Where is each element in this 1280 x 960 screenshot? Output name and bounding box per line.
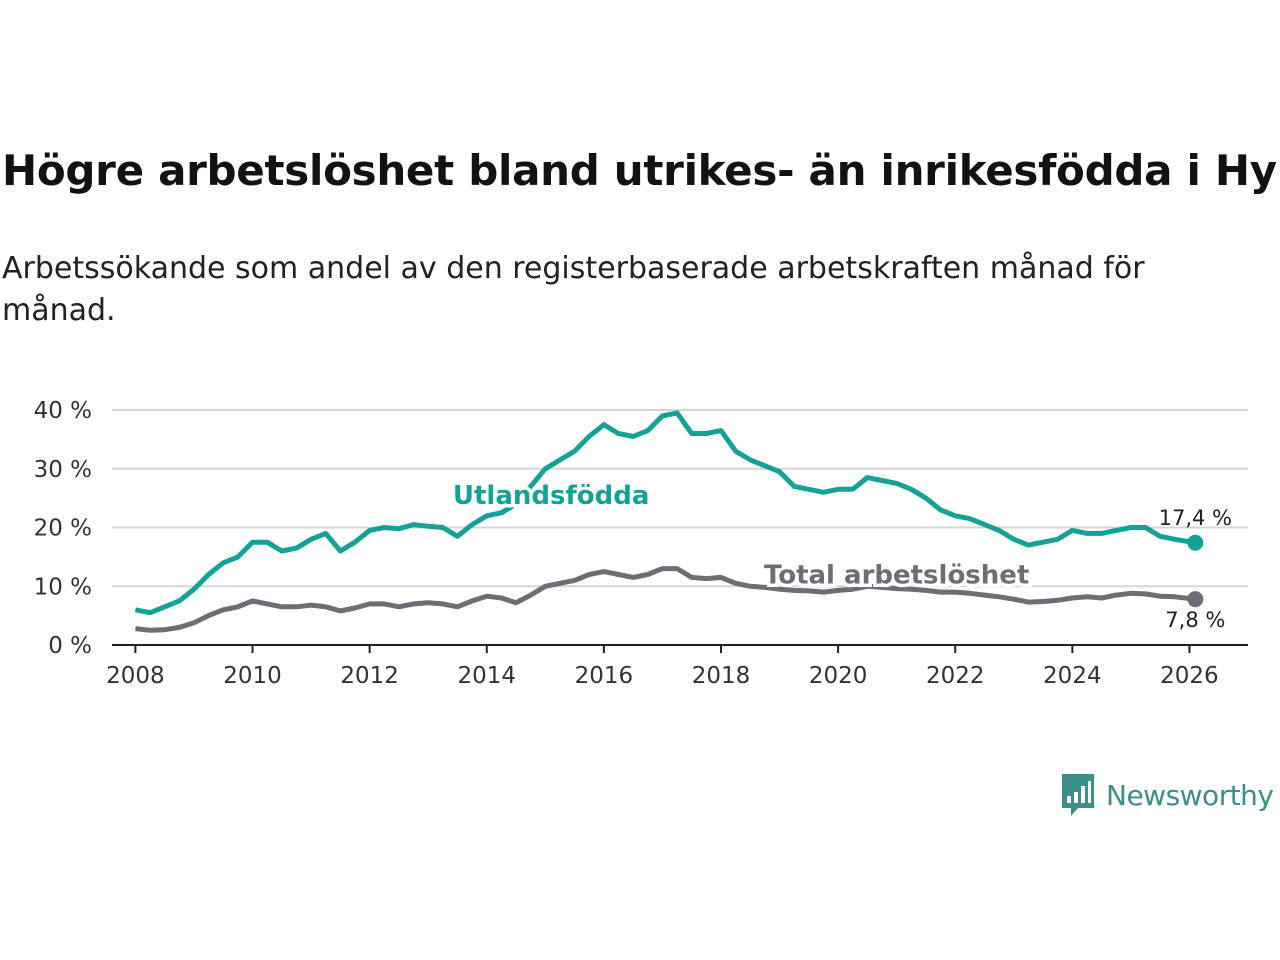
newsworthy-logo: Newsworthy xyxy=(1060,772,1274,818)
series-labels: 17,4 % Utlandsfödda 7,8 % Total arbetslöshe… xyxy=(449,478,1232,633)
x-tick-label: 2010 xyxy=(223,663,282,689)
series-end-marker-utlandsf-dda xyxy=(1187,534,1204,551)
x-tick-label: 2016 xyxy=(575,663,634,689)
series-line-total-arbetsl-shet xyxy=(135,566,1196,633)
y-tick-label: 0 % xyxy=(48,633,92,659)
x-tick-label: 2012 xyxy=(340,663,399,689)
grid-lines xyxy=(112,409,1248,588)
chart-subtitle: Arbetssökande som andel av den registerb… xyxy=(2,251,1145,328)
newsworthy-logo-icon xyxy=(1062,774,1094,816)
x-axis: 2008 2010 2012 2014 2016 2018 2020 2022 2024 2026 xyxy=(106,644,1248,689)
x-tick-label: 2018 xyxy=(692,663,751,689)
series-line-utlandsf-dda xyxy=(134,410,1196,616)
series-label-total-arbetsl-shet: Total arbetslöshet xyxy=(764,560,1029,590)
x-tick-label: 2020 xyxy=(809,663,868,689)
line-chart: 0 % 10 % 20 % 30 % 40 % 2008 2010 2012 2014 2016… xyxy=(34,398,1248,689)
x-tick-label: 2024 xyxy=(1043,663,1102,689)
y-tick-label: 20 % xyxy=(34,516,92,542)
newsworthy-logo-text: Newsworthy xyxy=(1106,778,1274,812)
x-tick-label: 2008 xyxy=(106,663,165,689)
series-end-label-utlandsf-dda: 17,4 % xyxy=(1159,506,1232,530)
series-end-marker-total-arbetsl-shet xyxy=(1187,591,1204,608)
y-tick-label: 40 % xyxy=(34,398,92,424)
y-tick-label: 30 % xyxy=(34,457,92,483)
x-tick-label: 2014 xyxy=(457,663,516,689)
series-label-utlandsf-dda: Utlandsfödda xyxy=(453,481,650,511)
series-lines xyxy=(134,410,1204,633)
y-tick-label: 10 % xyxy=(34,574,92,600)
x-tick-label: 2022 xyxy=(926,663,985,689)
x-tick-label: 2026 xyxy=(1160,663,1219,689)
y-axis: 0 % 10 % 20 % 30 % 40 % xyxy=(34,398,92,659)
series-end-label-total-arbetsl-shet: 7,8 % xyxy=(1165,608,1225,632)
chart-title: Högre arbetslöshet bland utrikes- än inr… xyxy=(2,146,1280,195)
